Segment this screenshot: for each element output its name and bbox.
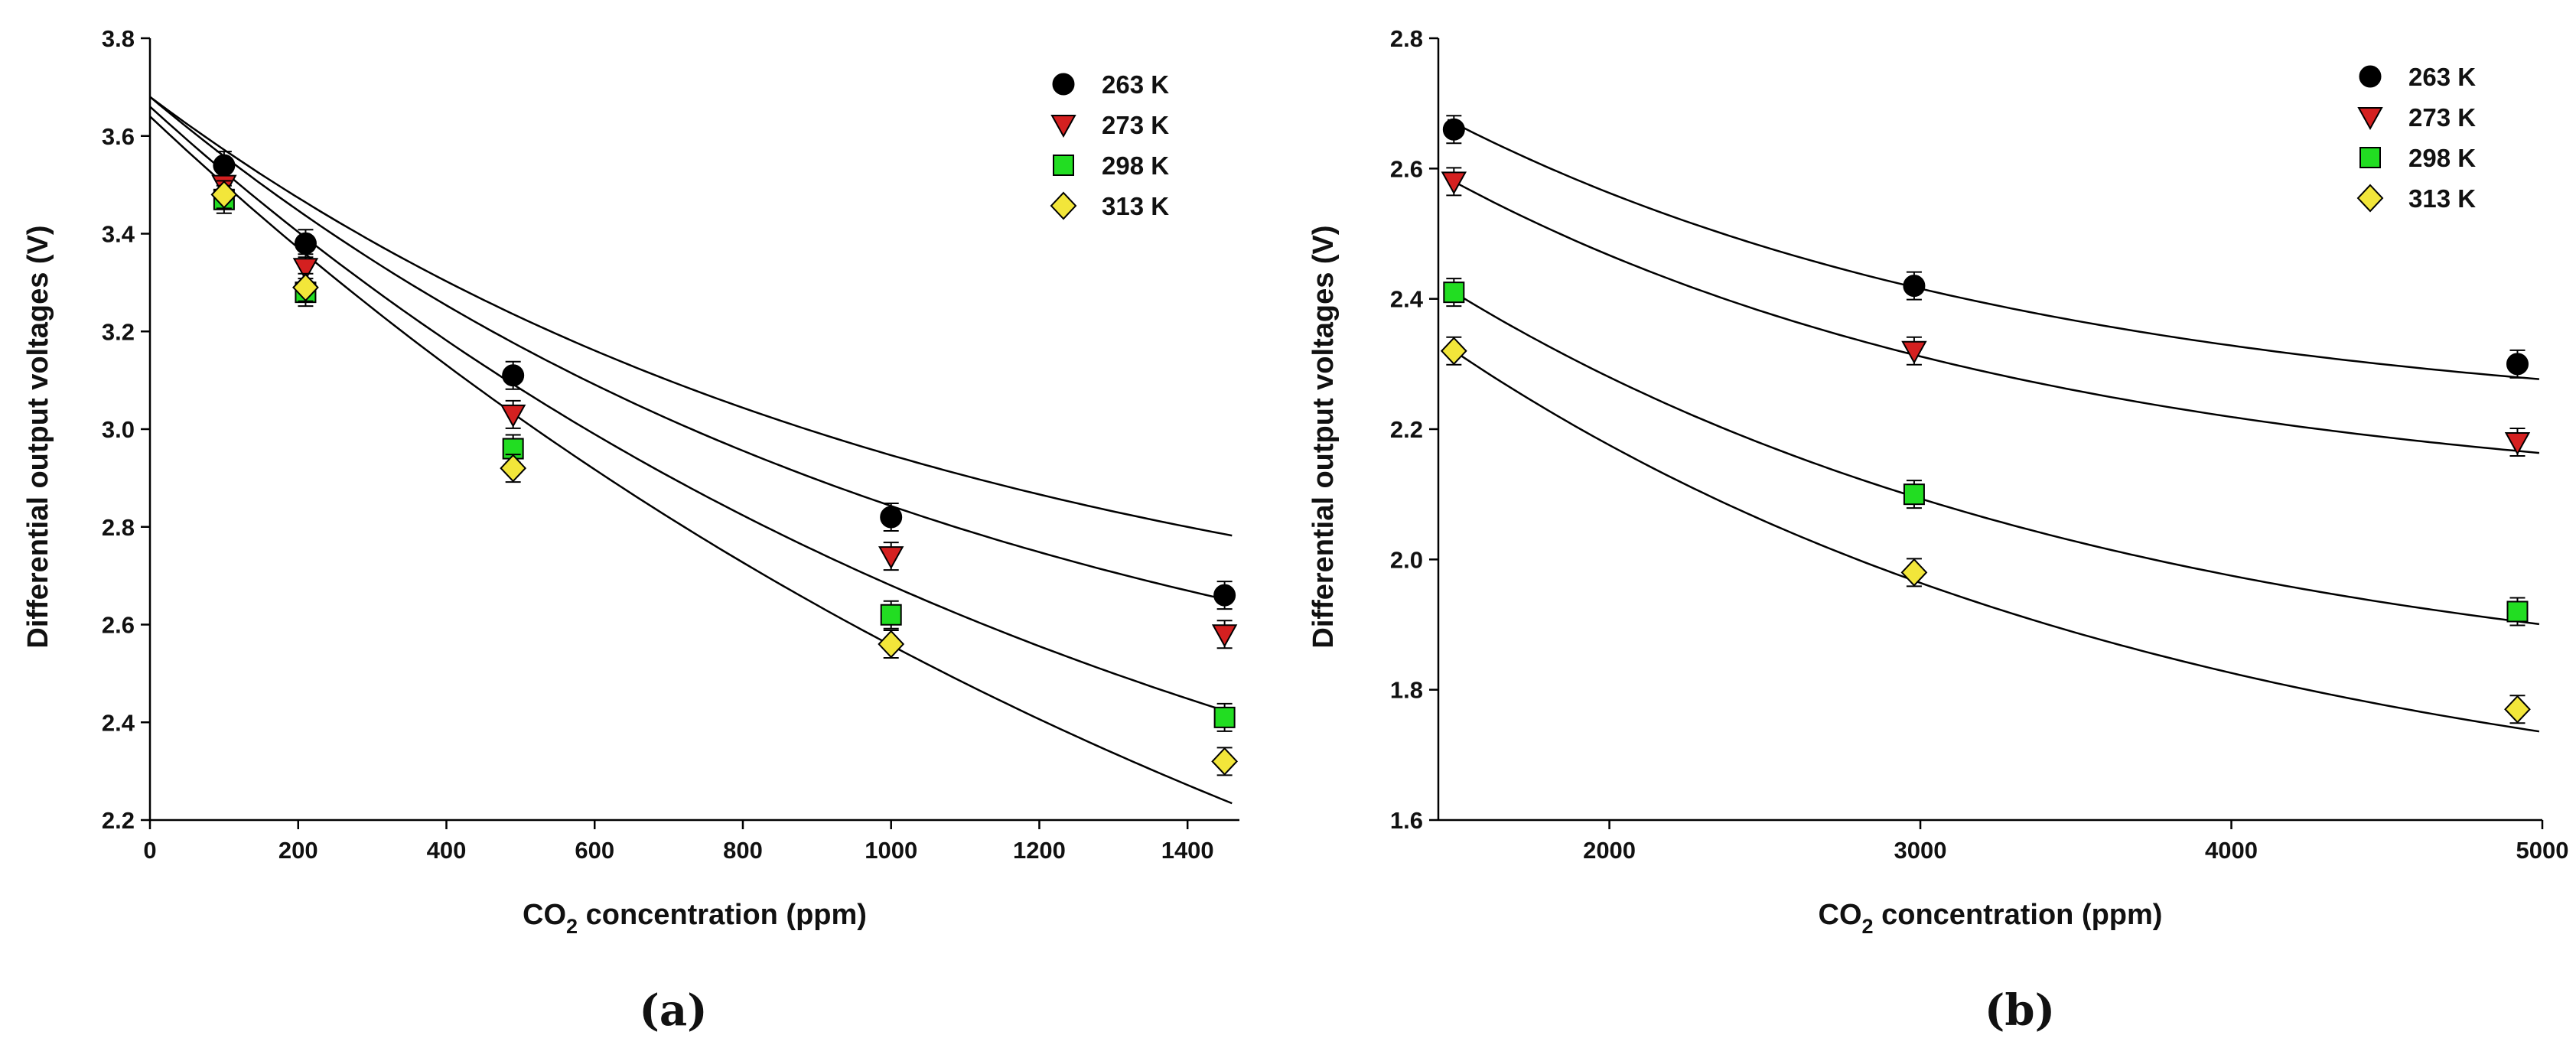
fit-curve-273-k: [1447, 177, 2540, 454]
data-point-313-k: [1211, 747, 1238, 776]
legend-marker-273-k: [1050, 115, 1076, 138]
x-tick-label: 0: [143, 837, 156, 864]
legend-marker-263-k: [2359, 65, 2382, 88]
legend-label-273-k: 273 K: [1102, 111, 1169, 139]
y-axis-label: Differential output voltages (V): [1308, 225, 1340, 648]
x-axis-label: CO2 concentration (ppm): [1819, 899, 2163, 938]
y-tick-label: 2.8: [1390, 25, 1423, 52]
data-point-263-k: [880, 506, 903, 529]
data-point-313-k: [878, 630, 905, 659]
y-axis-label: Differential output voltages (V): [22, 225, 54, 648]
x-tick-label: 2000: [1583, 837, 1636, 864]
x-axis-label-prefix: CO: [1819, 899, 1862, 931]
x-axis-label-subscript: 2: [566, 915, 578, 938]
x-axis-label-subscript: 2: [1862, 915, 1874, 938]
x-axis-label-suffix: concentration (ppm): [578, 899, 867, 931]
x-tick-label: 1200: [1013, 837, 1066, 864]
y-tick-label: 2.2: [102, 807, 135, 834]
y-tick-label: 2.6: [1390, 155, 1423, 182]
fit-curve-313-k: [149, 116, 1233, 805]
legend-label-263-k: 263 K: [2408, 63, 2476, 91]
legend: 263 K 273 K 298 K 313 K: [2356, 63, 2476, 213]
panel-label-a: (a): [639, 985, 707, 1036]
fit-curve-263-k: [149, 96, 1233, 537]
y-tick-label: 1.6: [1390, 807, 1423, 834]
y-tick-label: 2.0: [1390, 546, 1423, 573]
x-tick-label: 600: [575, 837, 614, 864]
data-point-313-k: [292, 273, 319, 302]
data-point-263-k: [2506, 353, 2529, 376]
legend-label-313-k: 313 K: [1102, 192, 1169, 220]
x-tick-label: 1000: [865, 837, 917, 864]
legend-marker-263-k: [1052, 73, 1075, 96]
data-point-263-k: [1213, 584, 1236, 607]
x-tick-label: 800: [723, 837, 763, 864]
fit-curve-263-k: [1447, 119, 2540, 380]
legend: 263 K 273 K 298 K 313 K: [1050, 70, 1169, 220]
legend-marker-313-k: [2356, 184, 2384, 213]
y-tick-label: 3.8: [102, 25, 135, 52]
data-point-273-k: [1441, 171, 1467, 195]
data-point-263-k: [1903, 275, 1926, 298]
y-tick-label: 3.4: [102, 221, 135, 248]
fit-curve-313-k: [1447, 346, 2540, 733]
legend-label-263-k: 263 K: [1102, 70, 1169, 99]
data-point-273-k: [878, 546, 904, 570]
legend-label-298-k: 298 K: [2408, 144, 2476, 172]
y-tick-label: 1.8: [1390, 677, 1423, 704]
x-tick-label: 1400: [1161, 837, 1214, 864]
chart-panel-a: 2.2 2.4 2.6 2.8 3.0 3.2 3.4 3.6 3.8 0 200 400 600 800…: [22, 25, 1239, 1036]
data-point-273-k: [1211, 624, 1238, 648]
data-point-263-k: [502, 364, 525, 387]
y-tick-label: 2.2: [1390, 416, 1423, 443]
legend-marker-298-k: [1053, 155, 1074, 176]
y-tick-label: 3.0: [102, 416, 135, 443]
y-tick-label: 2.4: [102, 709, 135, 736]
x-axis-label-prefix: CO: [523, 899, 566, 931]
fit-curve-298-k: [1447, 288, 2540, 626]
data-point-273-k: [2504, 432, 2531, 456]
data-point-298-k: [880, 604, 902, 626]
legend-marker-273-k: [2357, 107, 2383, 131]
data-point-263-k: [1442, 118, 1465, 141]
y-tick-label: 3.2: [102, 318, 135, 345]
data-point-313-k: [2504, 695, 2531, 724]
data-point-263-k: [294, 232, 317, 255]
data-point-273-k: [292, 258, 319, 282]
x-axis-label: CO2 concentration (ppm): [523, 899, 867, 938]
fit-curve-298-k: [149, 106, 1233, 714]
x-tick-label: 400: [427, 837, 467, 864]
data-point-298-k: [1443, 282, 1465, 304]
data-point-298-k: [1903, 483, 1925, 506]
y-tick-label: 2.8: [102, 514, 135, 541]
data-point-313-k: [210, 180, 238, 209]
data-point-273-k: [500, 404, 526, 428]
data-point-273-k: [1901, 340, 1927, 364]
x-tick-label: 3000: [1894, 837, 1947, 864]
data-point-313-k: [1900, 558, 1928, 587]
legend-label-273-k: 273 K: [2408, 103, 2476, 132]
chart-panel-b: 1.6 1.8 2.0 2.2 2.4 2.6 2.8 2000 3000 4000 5000 Dif…: [1308, 25, 2568, 1036]
data-point-313-k: [500, 454, 527, 483]
legend-marker-313-k: [1050, 191, 1077, 220]
panel-label-b: (b): [1985, 985, 2055, 1036]
data-point-298-k: [1213, 706, 1236, 728]
y-tick-label: 3.6: [102, 123, 135, 150]
legend-marker-298-k: [2359, 147, 2381, 168]
x-tick-label: 5000: [2516, 837, 2569, 864]
x-axis-label-suffix: concentration (ppm): [1874, 899, 2163, 931]
data-point-313-k: [1440, 337, 1467, 366]
x-tick-label: 200: [278, 837, 318, 864]
y-tick-label: 2.4: [1390, 286, 1424, 313]
y-tick-label: 2.6: [102, 612, 135, 639]
legend-label-313-k: 313 K: [2408, 184, 2476, 213]
data-point-298-k: [2506, 600, 2529, 623]
legend-label-298-k: 298 K: [1102, 151, 1169, 180]
fit-curve-273-k: [149, 96, 1233, 602]
x-tick-label: 4000: [2205, 837, 2258, 864]
